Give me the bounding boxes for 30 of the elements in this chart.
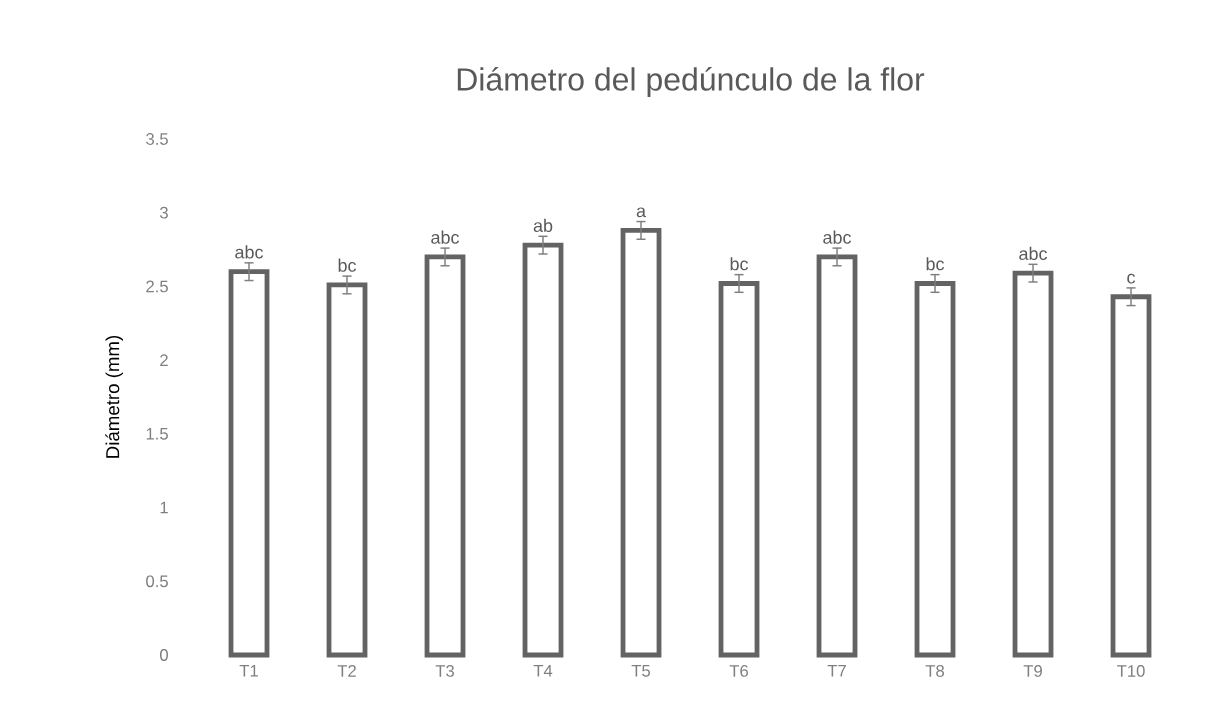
data-label: a [636, 207, 647, 218]
x-tick-label: T8 [925, 665, 945, 677]
data-label: bc [730, 257, 749, 271]
x-tick-label: T6 [729, 665, 748, 677]
data-label: c [1127, 273, 1136, 284]
x-tick-label: T4 [533, 665, 553, 677]
data-label: bc [926, 257, 945, 271]
y-tick-label: 2 [160, 354, 168, 366]
chart-title: Diámetro del pedúnculo de la flor [457, 66, 925, 98]
data-label: abc [431, 230, 460, 244]
data-label: bc [338, 258, 357, 272]
x-tick-label: T1 [239, 665, 258, 677]
x-tick-label: T3 [435, 665, 454, 677]
y-axis-title: Diámetro (mm) [105, 335, 123, 458]
y-tick-label: 0 [160, 649, 168, 661]
y-tick-label: 0.5 [146, 575, 168, 588]
y-tick-label: 2.5 [146, 280, 168, 293]
data-label: ab [533, 218, 553, 233]
x-tick-label: T2 [337, 665, 356, 677]
y-tick-label: 3 [159, 206, 168, 219]
x-tick-label: T9 [1023, 665, 1042, 677]
data-label: abc [823, 230, 852, 244]
x-tick-label: T5 [631, 665, 651, 677]
data-label: abc [1019, 246, 1048, 261]
y-tick-label: 3.5 [146, 133, 168, 145]
data-label: abc [235, 245, 264, 259]
y-tick-label: 1.5 [146, 428, 168, 440]
x-tick-label: T10 [1117, 665, 1145, 677]
x-tick-label: T7 [827, 665, 846, 677]
y-tick-label: 1 [160, 501, 168, 514]
